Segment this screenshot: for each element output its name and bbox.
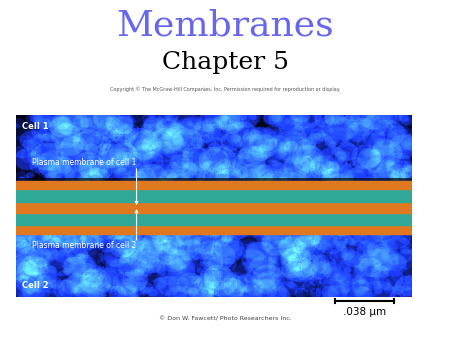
Text: © Don W. Fawcett/ Photo Researchers Inc.: © Don W. Fawcett/ Photo Researchers Inc. bbox=[158, 317, 292, 322]
Bar bbox=[16, 201, 412, 210]
Text: .038 μm: .038 μm bbox=[343, 307, 386, 317]
Text: Cell 2: Cell 2 bbox=[22, 281, 48, 290]
Bar bbox=[16, 180, 412, 189]
Bar bbox=[16, 189, 412, 201]
Text: Cell 1: Cell 1 bbox=[22, 122, 48, 131]
Text: Plasma membrane of cell 2: Plasma membrane of cell 2 bbox=[32, 241, 136, 250]
Text: Copyright © The McGraw-Hill Companies, Inc. Permission required for reproduction: Copyright © The McGraw-Hill Companies, I… bbox=[110, 87, 340, 92]
Text: Chapter 5: Chapter 5 bbox=[162, 51, 288, 74]
Bar bbox=[16, 213, 412, 225]
Text: Membranes: Membranes bbox=[116, 8, 334, 42]
Bar bbox=[16, 204, 412, 213]
Bar bbox=[16, 225, 412, 234]
Text: Plasma membrane of cell 1: Plasma membrane of cell 1 bbox=[32, 158, 136, 167]
